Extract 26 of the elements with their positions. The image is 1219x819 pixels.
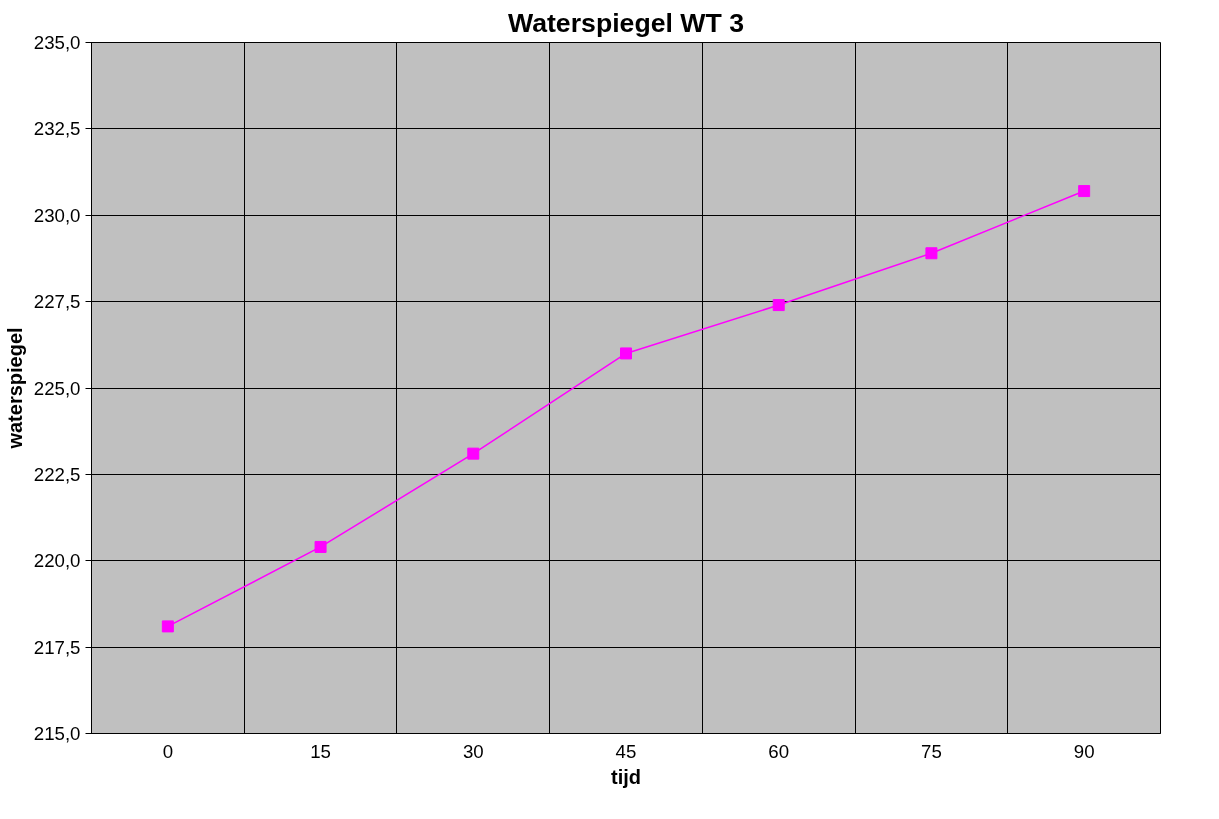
point [1078, 185, 1091, 198]
x-axis-title: tijd [611, 765, 641, 788]
y-tick-label: 220,0 [33, 550, 81, 572]
x-tick-label: 90 [1073, 740, 1095, 762]
y-tick-label: 235,0 [33, 32, 81, 53]
y-axis-title: waterspiegel [3, 327, 26, 450]
y-tick-label: 225,0 [33, 377, 81, 399]
x-tick-label: 30 [462, 740, 484, 762]
y-tick-label: 227,5 [33, 291, 81, 313]
y-tick-label: 232,5 [33, 118, 81, 140]
point [467, 447, 480, 460]
y-tick-label: 217,5 [33, 636, 81, 658]
point [925, 247, 938, 260]
point [772, 299, 785, 312]
x-tick-label: 75 [921, 740, 942, 762]
x-tick-label: 45 [615, 740, 637, 762]
x-tick-label: 60 [768, 740, 790, 762]
y-tick-label: 230,0 [33, 204, 81, 226]
x-tick-label: 15 [310, 740, 331, 762]
chart-title: Waterspiegel WT 3 [508, 7, 745, 38]
point [314, 540, 327, 553]
y-tick-label: 215,0 [33, 723, 81, 744]
point [161, 620, 174, 633]
point [620, 347, 632, 360]
y-tick-label: 222,5 [33, 463, 81, 485]
x-tick-label: 0 [162, 740, 174, 762]
